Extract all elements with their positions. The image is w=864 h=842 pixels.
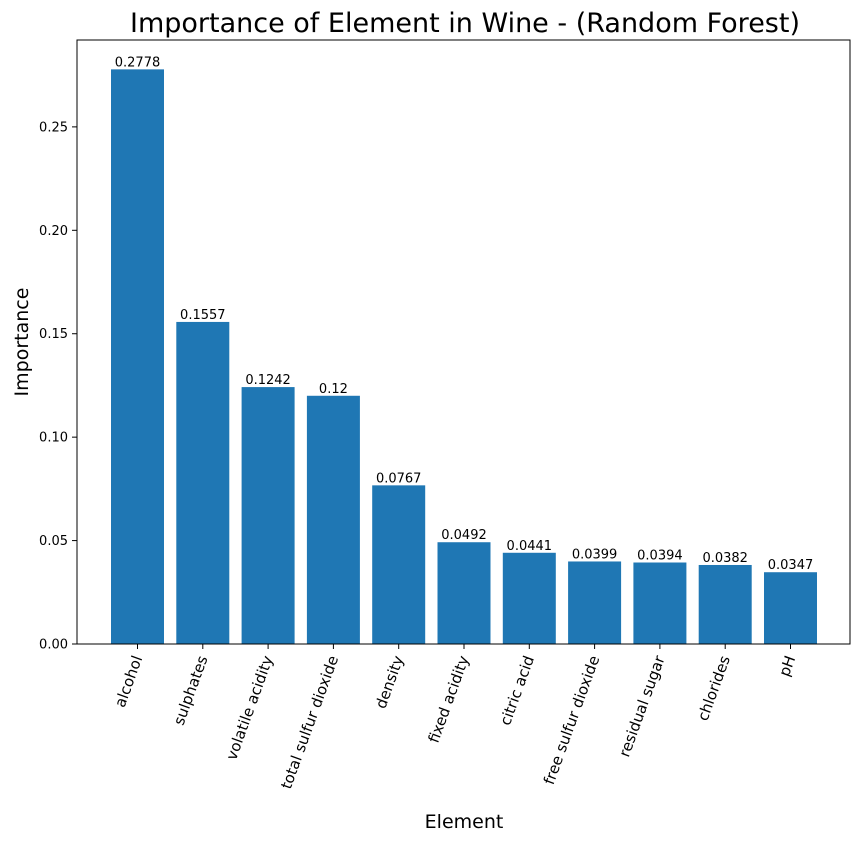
x-tick-label: alcohol: [111, 653, 146, 710]
x-tick-label: volatile acidity: [222, 653, 276, 762]
x-tick-label: density: [372, 653, 408, 711]
chart-title: Importance of Element in Wine - (Random …: [130, 8, 800, 39]
data-label: 0.0347: [768, 558, 814, 573]
x-tick-label: free sulfur dioxide: [540, 653, 603, 787]
bar-chlorides: [698, 564, 752, 644]
bar-fixed-acidity: [437, 542, 491, 644]
x-tick-label: fixed acidity: [425, 653, 473, 745]
data-label: 0.1242: [245, 373, 291, 388]
plot-frame: [76, 39, 851, 645]
data-label: 0.0382: [702, 551, 748, 566]
data-label: 0.2778: [115, 55, 161, 70]
y-tick-label: 0.00: [39, 638, 68, 653]
bar-alcohol: [111, 69, 164, 645]
bar-residual-sugar: [633, 562, 687, 644]
bar-total-sulfur-dioxide: [306, 395, 360, 644]
x-tick-label: citric acid: [496, 653, 538, 728]
bar-sulphates: [176, 321, 230, 644]
bar-volatile-acidity: [241, 387, 295, 644]
data-label: 0.12: [319, 382, 348, 397]
x-axis-label: Element: [425, 811, 504, 833]
y-tick-label: 0.15: [39, 327, 68, 342]
bar-density: [372, 485, 426, 644]
data-label: 0.0441: [507, 539, 553, 554]
x-tick-label: pH: [775, 653, 799, 679]
bar-ph: [764, 572, 817, 644]
y-axis-label: Importance: [11, 288, 33, 397]
data-label: 0.1557: [180, 308, 226, 323]
y-tick-label: 0.05: [39, 534, 68, 549]
x-tick-label: total sulfur dioxide: [277, 653, 342, 791]
x-tick-label: residual sugar: [615, 652, 669, 759]
bar-citric-acid: [502, 552, 556, 644]
data-label: 0.0394: [637, 549, 683, 564]
data-label: 0.0767: [376, 471, 422, 486]
y-tick-label: 0.25: [39, 120, 68, 135]
data-label: 0.0399: [572, 547, 618, 562]
x-tick-label: sulphates: [170, 653, 212, 728]
bar-free-sulfur-dioxide: [568, 561, 622, 644]
y-tick-label: 0.10: [39, 431, 68, 446]
data-label: 0.0492: [441, 528, 487, 543]
y-tick-label: 0.20: [39, 224, 68, 239]
x-tick-label: chlorides: [694, 653, 734, 723]
